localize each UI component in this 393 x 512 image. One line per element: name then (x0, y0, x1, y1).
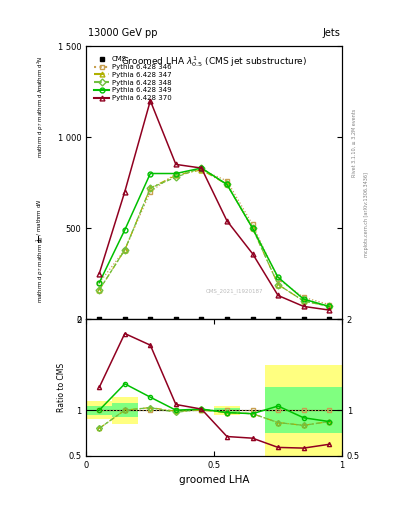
Point (326, 315, 332, 323)
Y-axis label: Ratio to CMS: Ratio to CMS (57, 363, 66, 412)
Point (224, 315, 230, 323)
Text: Groomed LHA $\lambda^{1}_{0.5}$ (CMS jet substructure): Groomed LHA $\lambda^{1}_{0.5}$ (CMS jet… (121, 54, 307, 69)
Point (96, 315, 102, 323)
Text: Rivet 3.1.10, ≥ 3.2M events: Rivet 3.1.10, ≥ 3.2M events (352, 109, 357, 178)
Point (198, 315, 205, 323)
Point (173, 315, 179, 323)
Text: mathrm d$^2$N: mathrm d$^2$N (36, 56, 45, 91)
Text: CMS_2021_I1920187: CMS_2021_I1920187 (206, 288, 263, 293)
Text: mcplots.cern.ch [arXiv:1306.3436]: mcplots.cern.ch [arXiv:1306.3436] (364, 173, 369, 258)
Text: Jets: Jets (322, 28, 340, 38)
Legend: CMS, Pythia 6.428 346, Pythia 6.428 347, Pythia 6.428 348, Pythia 6.428 349, Pyt: CMS, Pythia 6.428 346, Pythia 6.428 347,… (92, 55, 173, 102)
Point (147, 315, 153, 323)
Point (301, 315, 307, 323)
Point (275, 315, 281, 323)
Text: 13000 GeV pp: 13000 GeV pp (88, 28, 158, 38)
Point (122, 315, 128, 323)
Text: $\frac{1}{\mathrm{d}N}$ / mathrm d$N$: $\frac{1}{\mathrm{d}N}$ / mathrm d$N$ (35, 199, 46, 243)
Text: mathrm d $p_T$ mathrm d: mathrm d $p_T$ mathrm d (36, 237, 45, 303)
Point (250, 315, 256, 323)
Text: mathrm d $p_T$ mathrm d $\lambda$: mathrm d $p_T$ mathrm d $\lambda$ (36, 88, 45, 158)
X-axis label: groomed LHA: groomed LHA (179, 475, 250, 485)
